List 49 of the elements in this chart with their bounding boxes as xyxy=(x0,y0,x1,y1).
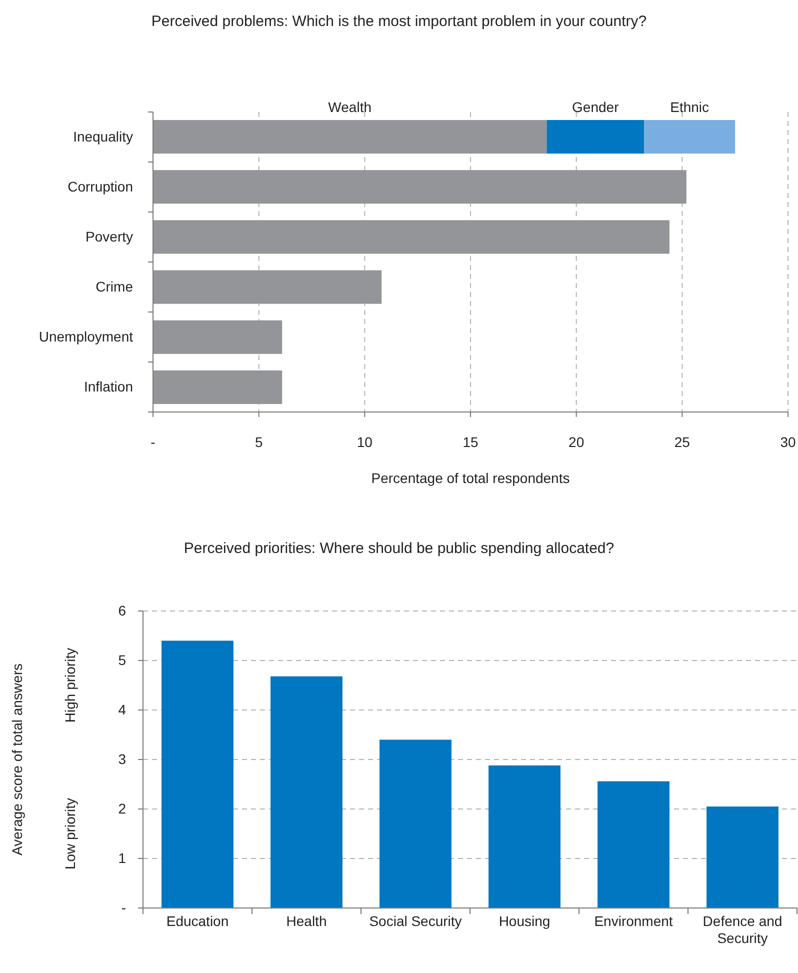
y-tick-label: 6 xyxy=(118,602,126,618)
bar xyxy=(706,806,778,908)
y-tick-label: - xyxy=(121,899,126,916)
x-tick-label: Environment xyxy=(594,913,673,929)
x-axis-title: Percentage of total respondents xyxy=(371,470,570,486)
series-label: Gender xyxy=(572,99,620,116)
x-tick-label: 20 xyxy=(568,434,584,450)
y-tick-label: 5 xyxy=(118,652,126,668)
x-tick-label: Education xyxy=(166,913,229,929)
y-tick-label: Corruption xyxy=(68,178,133,194)
bar xyxy=(380,740,452,908)
x-tick-label: Health xyxy=(286,913,327,929)
y-tick-label: 3 xyxy=(118,750,126,767)
bar xyxy=(488,765,560,908)
x-tick-label: 5 xyxy=(254,434,263,450)
series-label: Ethnic xyxy=(670,99,710,116)
bar xyxy=(153,370,282,404)
y-tick-label: Inflation xyxy=(84,378,133,395)
y-axis-title: Average score of total answers xyxy=(9,664,25,856)
y-tick-label: Crime xyxy=(96,278,134,295)
chart-title: Perceived priorities: Where should be public spending allocated? xyxy=(184,540,614,557)
bar xyxy=(644,120,736,154)
y-tick-label: 4 xyxy=(118,701,126,718)
x-tick-label: Defence and Security xyxy=(702,913,782,946)
y-tick-label: 2 xyxy=(118,800,126,816)
bar xyxy=(546,120,644,154)
x-tick-label: Housing xyxy=(498,913,550,929)
x-tick-label: 25 xyxy=(674,434,690,450)
x-tick-label: - xyxy=(150,434,156,450)
bar xyxy=(153,270,382,304)
x-tick-label: 15 xyxy=(462,434,478,450)
bar xyxy=(162,640,234,908)
bar xyxy=(153,320,282,354)
text: Low priority xyxy=(62,798,78,870)
series-label: Wealth xyxy=(328,99,372,116)
x-tick-label: 30 xyxy=(780,434,796,450)
y-tick-label: Unemployment xyxy=(38,328,134,345)
bar xyxy=(153,220,670,254)
y-tick-label: Poverty xyxy=(86,228,133,244)
text: High priority xyxy=(62,648,78,723)
bar xyxy=(598,781,670,908)
x-tick-label: 10 xyxy=(356,434,373,450)
x-tick-label: Social Security xyxy=(369,913,462,929)
bar xyxy=(270,676,342,908)
bar xyxy=(153,170,686,204)
bar xyxy=(153,120,547,154)
y-tick-label: Inequality xyxy=(73,128,133,144)
y-tick-label: 1 xyxy=(118,850,126,866)
chart-title: Perceived problems: Which is the most important problem in your country? xyxy=(151,13,647,30)
